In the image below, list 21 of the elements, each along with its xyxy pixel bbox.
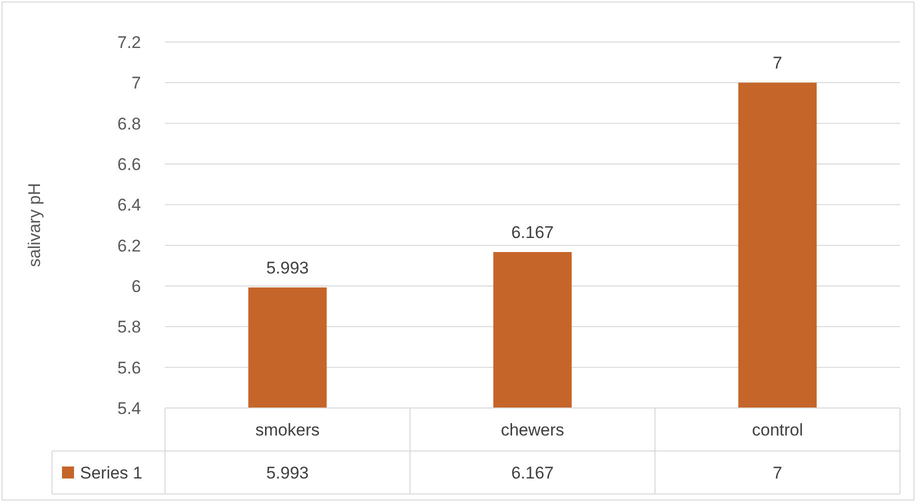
legend-label: Series 1 bbox=[80, 463, 142, 482]
y-tick-label: 5.8 bbox=[117, 318, 141, 337]
y-tick-label: 5.6 bbox=[117, 358, 141, 378]
y-tick-label: 6 bbox=[132, 276, 141, 296]
y-tick-label: 7.2 bbox=[117, 32, 141, 52]
data-label: 6.167 bbox=[511, 463, 554, 482]
data-label: 7 bbox=[772, 463, 782, 482]
x-tick-label: control bbox=[752, 420, 804, 440]
annotation: 6.167 bbox=[511, 223, 554, 242]
y-tick-label: 6.4 bbox=[117, 196, 141, 215]
annotation: 7 bbox=[772, 54, 782, 73]
x-tick-label: chewers bbox=[500, 420, 564, 440]
y-tick-label: 6.2 bbox=[117, 236, 141, 256]
y-tick-label: 6.6 bbox=[117, 154, 141, 174]
data-label: 5.993 bbox=[266, 463, 309, 482]
y-tick-label: 5.4 bbox=[117, 398, 141, 418]
y-axis-title: salivary pH bbox=[25, 182, 44, 268]
annotation: 5.993 bbox=[266, 258, 309, 278]
x-tick-label: smokers bbox=[255, 420, 320, 440]
y-tick-label: 6.8 bbox=[117, 114, 141, 134]
y-tick-label: 7 bbox=[132, 74, 141, 93]
